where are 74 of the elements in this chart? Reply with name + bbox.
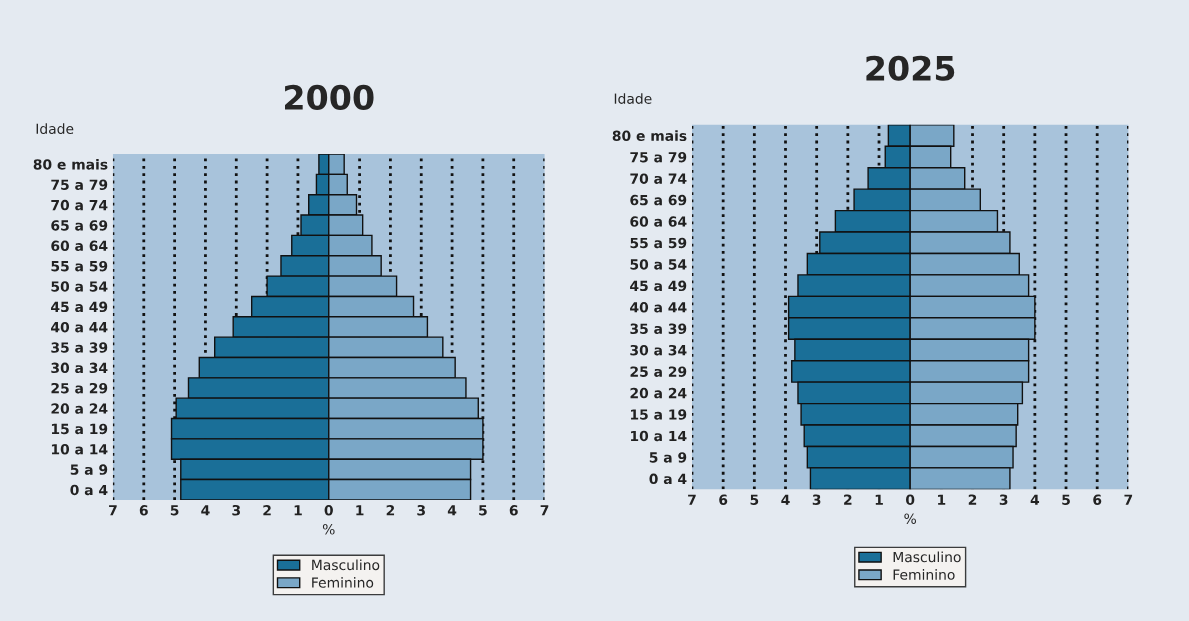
x-tick-label: 3 [417, 505, 425, 516]
y-axis-title: Idade [36, 123, 74, 135]
y-tick-label: 5 a 9 [70, 464, 108, 475]
x-tick-label: 6 [719, 494, 728, 505]
y-tick-label: 30 a 34 [51, 362, 108, 374]
x-tick-label: 3 [999, 494, 1008, 505]
x-tick-label: 2 [844, 494, 852, 505]
chart-title: 2025 [866, 55, 955, 81]
x-tick-label: 4 [1030, 494, 1040, 505]
x-tick-label: 0 [906, 494, 915, 505]
y-tick-label: 40 a 44 [630, 302, 687, 313]
x-axis-title: % [904, 513, 917, 524]
x-tick-label: 6 [139, 505, 148, 516]
y-tick-label: 60 a 64 [51, 240, 108, 252]
y-tick-label: 10 a 14 [631, 430, 687, 442]
y-tick-label: 70 a 74 [51, 199, 108, 211]
y-tick-label: 80 e mais [33, 158, 108, 170]
chart-title: 2000 [285, 84, 374, 111]
x-tick-label: 5 [479, 505, 487, 516]
y-tick-label: 65 a 69 [630, 194, 687, 206]
x-tick-label: 4 [447, 505, 457, 516]
y-tick-label: 50 a 54 [630, 259, 687, 270]
x-tick-label: 1 [294, 505, 302, 516]
y-tick-label: 80 e mais [612, 130, 687, 142]
x-tick-label: 2 [263, 505, 271, 516]
x-axis-title: % [322, 524, 335, 535]
x-tick-label: 4 [201, 505, 210, 516]
y-tick-label: 15 a 19 [631, 409, 687, 420]
y-tick-label: 30 a 34 [630, 344, 687, 356]
x-tick-label: 6 [509, 505, 518, 516]
x-tick-label: 1 [356, 505, 364, 516]
y-tick-label: 75 a 79 [51, 179, 108, 190]
y-tick-label: 50 a 54 [51, 281, 108, 292]
y-tick-label: 35 a 39 [630, 323, 687, 334]
x-tick-label: 1 [938, 494, 946, 505]
y-tick-label: 40 a 44 [51, 321, 108, 333]
y-tick-label: 65 a 69 [51, 220, 108, 231]
y-tick-label: 25 a 29 [51, 382, 108, 394]
y-tick-label: 55 a 59 [630, 237, 687, 249]
x-tick-label: 7 [540, 505, 549, 516]
x-tick-label: 3 [812, 494, 821, 505]
y-tick-label: 25 a 29 [630, 366, 687, 377]
legend-label: Masculino [893, 551, 961, 563]
y-tick-label: 70 a 74 [630, 173, 687, 184]
legend-label: Masculino [312, 559, 380, 571]
x-tick-label: 5 [170, 505, 179, 516]
x-tick-label: 3 [232, 505, 240, 516]
x-tick-label: 1 [875, 494, 883, 505]
x-tick-label: 7 [109, 505, 117, 516]
y-axis-title: Idade [614, 93, 652, 104]
y-tick-label: 5 a 9 [649, 452, 687, 463]
x-tick-label: 4 [781, 494, 790, 505]
y-tick-label: 75 a 79 [630, 151, 687, 163]
x-tick-label: 7 [1124, 494, 1133, 505]
y-tick-label: 20 a 24 [630, 387, 687, 399]
x-tick-label: 2 [968, 494, 977, 505]
y-tick-label: 15 a 19 [51, 423, 108, 435]
y-tick-label: 20 a 24 [51, 403, 108, 414]
x-tick-label: 7 [688, 494, 696, 505]
y-tick-label: 10 a 14 [51, 444, 108, 455]
x-tick-label: 2 [386, 505, 395, 516]
y-tick-label: 60 a 64 [630, 216, 687, 227]
x-tick-label: 5 [750, 494, 759, 505]
y-tick-label: 0 a 4 [70, 484, 108, 496]
x-tick-label: 0 [324, 505, 333, 516]
legend-label: Feminino [312, 577, 374, 588]
x-tick-label: 5 [1062, 494, 1070, 505]
y-tick-label: 45 a 49 [51, 301, 108, 313]
legend-label: Feminino [893, 569, 955, 580]
x-tick-label: 6 [1093, 494, 1102, 505]
y-tick-label: 55 a 59 [51, 260, 108, 272]
y-tick-label: 0 a 4 [649, 473, 687, 485]
y-tick-label: 35 a 39 [51, 342, 108, 353]
y-tick-label: 45 a 49 [630, 280, 687, 292]
